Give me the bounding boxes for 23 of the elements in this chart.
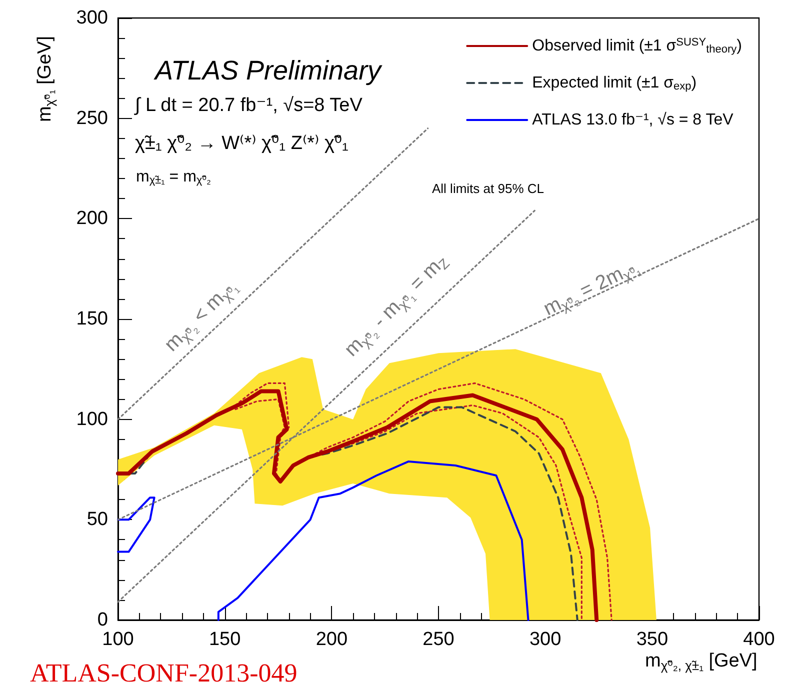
annotation: ∫ L dt = 20.7 fb⁻¹, √s=8 TeV [134,95,363,116]
y-tick-label: 250 [76,108,108,129]
text: ATLAS Preliminary [153,56,383,86]
y-tick-label: 50 [86,509,108,530]
y-tick-label: 300 [76,8,108,28]
legend-label: ATLAS 13.0 fb⁻¹, √s = 8 TeV [532,112,734,128]
annotation: mχ̃⁰₂ - mχ̃⁰₁ = mZ [340,254,453,361]
annotation: All limits at 95% CL [432,181,544,196]
y-tick-label: 0 [97,610,108,630]
annotation: χ̃±₁ χ̃⁰₂ → W⁽*⁾ χ̃⁰₁ Z⁽*⁾ χ̃⁰₁ [135,133,348,154]
annotation: mχ̃⁰₂ < mχ̃⁰₁ [160,280,242,356]
x-tick-label: 250 [422,629,454,650]
y-tick-label: 100 [76,408,108,430]
x-tick-label: 300 [529,629,562,650]
text: ATLAS-CONF-2013-049 [30,658,298,688]
x-tick-label: 350 [636,629,668,650]
y-tick-label: 150 [76,308,108,330]
x-tick-label: 100 [102,629,134,650]
y-tick-label: 200 [76,208,108,230]
y-axis-title: mχ̃⁰₁ [GeV] [34,36,57,122]
x-tick-label: 200 [316,629,348,650]
x-tick-label: 150 [208,629,241,650]
x-tick-label: 400 [743,629,775,650]
